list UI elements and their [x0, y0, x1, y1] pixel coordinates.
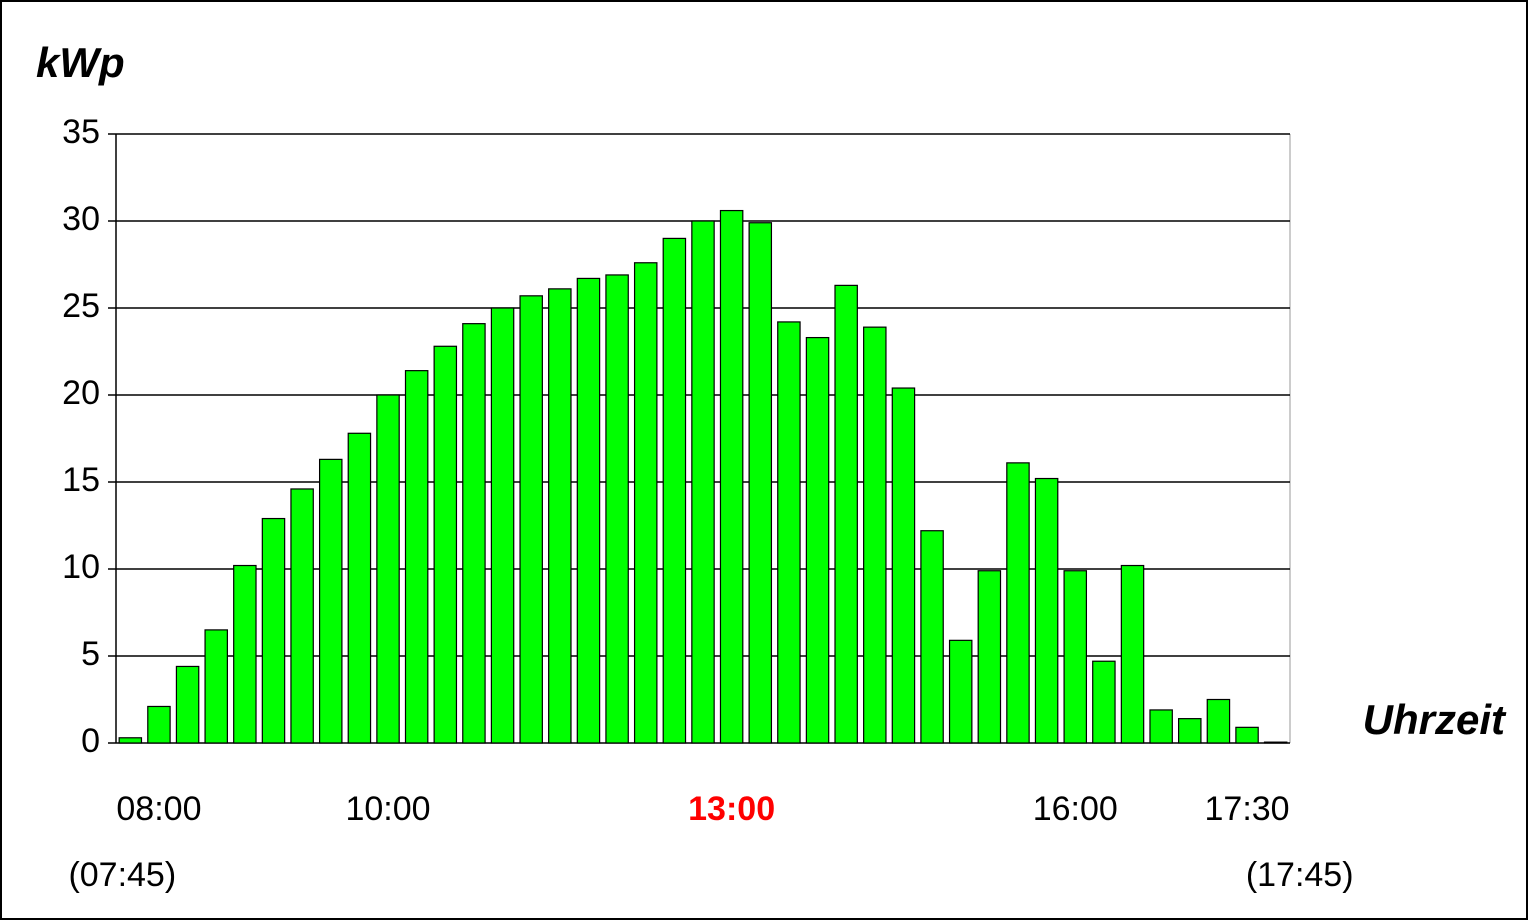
bar: [1120, 564, 1145, 744]
bar: [261, 517, 286, 744]
y-tick-label: 30: [62, 200, 100, 238]
bar: [576, 277, 601, 744]
bar: [519, 295, 543, 744]
bar: [691, 220, 715, 744]
bar: [1149, 709, 1173, 744]
bar: [376, 394, 400, 744]
bar: [662, 237, 687, 744]
bar: [948, 639, 973, 744]
bar: [633, 262, 658, 744]
bar: [777, 321, 801, 744]
x-tick-label: 16:00: [1033, 790, 1118, 828]
bar: [805, 336, 830, 744]
bar: [433, 345, 458, 744]
bar: [1178, 718, 1202, 744]
bar: [891, 387, 916, 744]
x-axis-label: Uhrzeit: [1363, 696, 1507, 743]
bar: [548, 288, 572, 744]
x-tick-label: 10:00: [345, 790, 430, 828]
bar: [462, 323, 486, 744]
y-tick-label: 20: [62, 374, 100, 412]
bar: [290, 488, 314, 744]
y-tick-label: 0: [81, 722, 100, 760]
bar: [147, 705, 171, 744]
bar: [1006, 462, 1030, 744]
y-tick-label: 15: [62, 461, 100, 499]
x-tick-label: 08:00: [116, 790, 201, 828]
x-tick-label: 13:00: [688, 790, 775, 828]
x-tick-sublabel: (17:45): [1246, 856, 1354, 894]
x-tick-label: 17:30: [1205, 790, 1290, 828]
bar: [1063, 570, 1088, 744]
bar: [748, 222, 773, 744]
bar: [977, 570, 1002, 744]
bar: [1263, 741, 1288, 744]
y-tick-label: 5: [81, 635, 100, 673]
bar: [1206, 698, 1231, 744]
y-tick-label: 35: [62, 113, 100, 151]
bar: [719, 209, 744, 744]
bar: [863, 326, 887, 744]
bar: [490, 307, 515, 744]
bar: [1092, 660, 1116, 744]
bar: [347, 432, 372, 744]
y-axis-label: kWp: [36, 39, 125, 86]
bar: [404, 370, 429, 744]
bar: [605, 274, 629, 744]
y-tick-label: 25: [62, 287, 100, 325]
bar: [834, 284, 858, 744]
y-tick-label: 10: [62, 548, 100, 586]
bar: [204, 629, 228, 744]
bar: [1235, 726, 1259, 744]
bar: [1034, 477, 1059, 744]
bar: [175, 665, 200, 744]
bar: [233, 564, 257, 744]
bar: [118, 737, 143, 744]
bar: [920, 530, 944, 744]
x-tick-sublabel: (07:45): [68, 856, 176, 894]
bar: [318, 458, 343, 744]
